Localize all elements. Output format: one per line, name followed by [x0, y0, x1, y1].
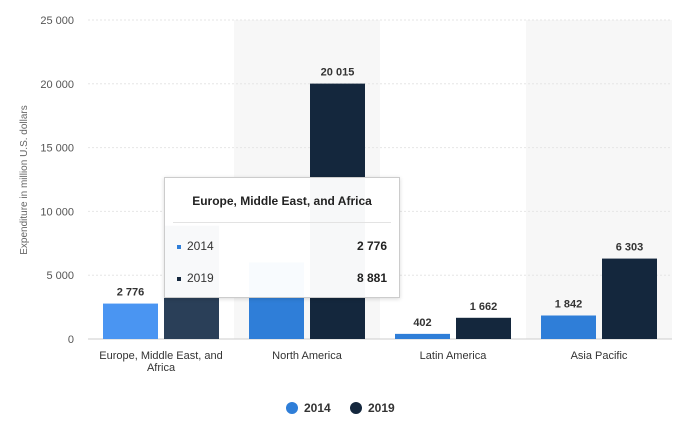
x-tick-label: North America: [272, 350, 343, 362]
y-axis-label: Expenditure in million U.S. dollars: [19, 105, 30, 255]
y-tick-label: 25 000: [40, 15, 74, 27]
data-label: 402: [413, 317, 431, 329]
y-tick-label: 5 000: [46, 270, 74, 282]
x-tick-label: Europe, Middle East, and: [99, 350, 223, 362]
data-label: 1 842: [555, 298, 583, 310]
tooltip: Europe, Middle East, and Africa 2014 2 7…: [164, 177, 400, 298]
data-label: 6 303: [616, 242, 644, 254]
tooltip-title: Europe, Middle East, and Africa: [192, 194, 372, 208]
y-tick-label: 10 000: [40, 206, 74, 218]
tooltip-row-2014: 2014 2 776: [177, 239, 387, 255]
bar-2019-2[interactable]: [456, 317, 511, 339]
legend-label-2019[interactable]: 2019: [368, 401, 395, 415]
x-tick-label: Africa: [147, 362, 176, 374]
tooltip-value-2019: 8 881: [356, 271, 387, 285]
data-label: 20 015: [321, 67, 355, 79]
x-tick-label: Latin America: [420, 350, 488, 362]
tooltip-divider: [173, 222, 391, 223]
tooltip-marker-2014: [177, 244, 181, 249]
legend-marker-2014[interactable]: [286, 402, 298, 414]
tooltip-series-2019: 2019: [187, 271, 214, 285]
y-tick-label: 15 000: [40, 143, 74, 155]
bar-2014-3[interactable]: [541, 315, 596, 339]
x-tick-label: Asia Pacific: [571, 350, 628, 362]
bar-2019-3[interactable]: [602, 258, 657, 339]
tooltip-row-2019: 2019 8 881: [177, 271, 387, 287]
bar-2014-2[interactable]: [395, 333, 450, 339]
bar-2014-0[interactable]: [103, 303, 158, 339]
data-label: 2 776: [117, 287, 145, 299]
data-label: 1 662: [470, 301, 498, 313]
tooltip-series-2014: 2014: [187, 239, 214, 253]
legend-label-2014[interactable]: 2014: [304, 401, 331, 415]
y-tick-label: 0: [68, 334, 74, 346]
tooltip-marker-2019: [177, 276, 181, 281]
y-tick-label: 20 000: [40, 79, 74, 91]
legend-marker-2019[interactable]: [350, 402, 362, 414]
tooltip-value-2014: 2 776: [356, 239, 387, 253]
